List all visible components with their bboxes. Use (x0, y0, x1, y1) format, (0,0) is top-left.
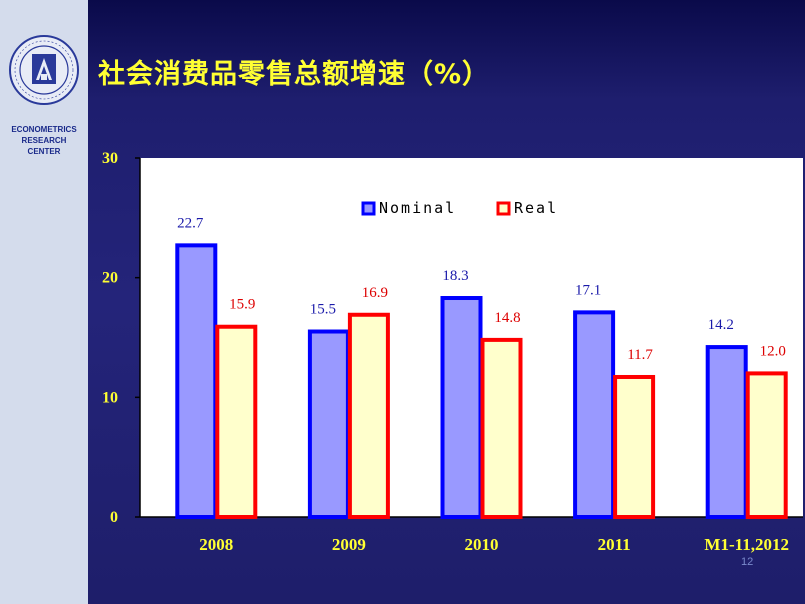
legend-swatch-real (496, 201, 511, 216)
real-bar (480, 337, 523, 519)
real-data-label: 12.0 (760, 343, 786, 359)
nominal-bar (440, 296, 483, 519)
legend-label-nominal: Nominal (379, 199, 456, 217)
nominal-data-label: 18.3 (442, 268, 468, 284)
econometrics-research-center-label: ECONOMETRICS RESEARCH CENTER (0, 124, 88, 157)
real-data-label: 14.8 (494, 310, 520, 326)
nominal-data-label: 22.7 (177, 215, 204, 231)
real-data-label: 11.7 (627, 347, 653, 363)
real-bar (745, 371, 788, 519)
legend-swatch-nominal (361, 201, 376, 216)
x-tick-label: 2008 (199, 535, 233, 554)
page-number: 12 (741, 556, 754, 568)
nominal-bar (307, 329, 350, 519)
x-tick-label: 2009 (332, 535, 366, 554)
slide-title: 社会消费品零售总额增速（%） (98, 59, 491, 90)
nominal-bar (175, 243, 218, 520)
center-label-line: RESEARCH (21, 136, 67, 145)
center-label-line: CENTER (27, 147, 61, 156)
x-tick-label: 2011 (598, 535, 631, 554)
nominal-data-label: 14.2 (708, 317, 734, 333)
real-bar (613, 374, 656, 519)
real-bar (215, 324, 258, 519)
real-data-label: 15.9 (229, 297, 255, 313)
nominal-data-label: 17.1 (575, 282, 601, 298)
real-bar (347, 312, 390, 519)
sidebar: ECONOMETRICS RESEARCH CENTER (0, 0, 88, 604)
real-data-label: 16.9 (362, 285, 388, 301)
nominal-data-label: 15.5 (310, 302, 336, 318)
y-tick-label: 0 (110, 509, 118, 526)
institution-seal-icon (9, 35, 79, 105)
bar-chart: 0 10 20 30 22.7 15.9 2008 15.5 16.9 2009 18.3 14.8 2… (102, 150, 803, 554)
center-label-line: ECONOMETRICS (11, 125, 77, 134)
y-tick-label: 10 (102, 389, 118, 406)
y-tick-label: 30 (102, 150, 118, 167)
nominal-bar (705, 345, 748, 519)
y-tick-label: 20 (102, 270, 118, 287)
x-tick-label: M1-11,2012 (704, 535, 789, 554)
x-tick-label: 2010 (465, 535, 499, 554)
legend-label-real: Real (514, 199, 558, 217)
nominal-bar (573, 310, 616, 519)
